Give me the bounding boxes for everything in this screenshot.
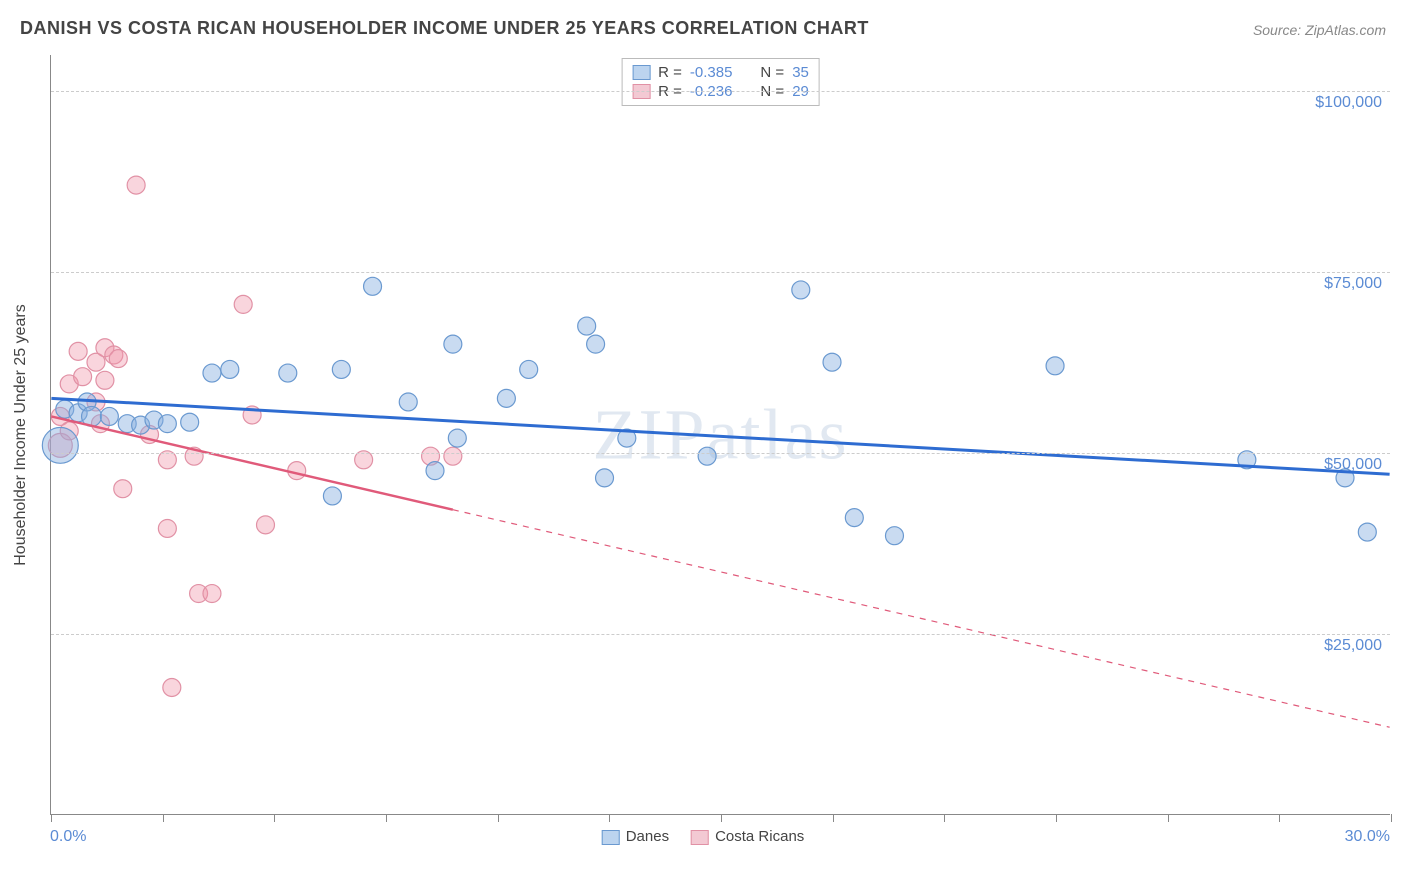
x-axis-tick (163, 814, 164, 822)
scatter-point (181, 413, 199, 431)
scatter-point (1046, 357, 1064, 375)
correlation-legend: R = -0.385 N = 35 R = -0.236 N = 29 (621, 58, 820, 106)
scatter-point (96, 371, 114, 389)
scatter-point (203, 585, 221, 603)
scatter-point (234, 295, 252, 313)
scatter-point (100, 407, 118, 425)
chart-title: DANISH VS COSTA RICAN HOUSEHOLDER INCOME… (20, 18, 869, 39)
scatter-point (257, 516, 275, 534)
series-legend-item-danes: Danes (602, 828, 669, 845)
scatter-point (221, 360, 239, 378)
scatter-point (158, 519, 176, 537)
y-axis-tick-label: $75,000 (1324, 275, 1382, 293)
series-legend: Danes Costa Ricans (602, 828, 805, 845)
scatter-point (364, 277, 382, 295)
x-axis-tick (386, 814, 387, 822)
x-axis-tick (274, 814, 275, 822)
scatter-point (444, 335, 462, 353)
scatter-point (444, 447, 462, 465)
scatter-point (426, 462, 444, 480)
scatter-point (448, 429, 466, 447)
gridline (51, 91, 1390, 92)
scatter-point (587, 335, 605, 353)
scatter-point (109, 350, 127, 368)
x-axis-tick (498, 814, 499, 822)
legend-swatch-danes (602, 830, 620, 845)
scatter-point (288, 462, 306, 480)
scatter-point (596, 469, 614, 487)
gridline (51, 634, 1390, 635)
scatter-point (332, 360, 350, 378)
scatter-point (158, 415, 176, 433)
legend-n-label: N = (760, 64, 784, 81)
scatter-point (279, 364, 297, 382)
x-axis-tick (1279, 814, 1280, 822)
x-axis-tick (944, 814, 945, 822)
trend-line-solid (51, 416, 452, 509)
scatter-point (114, 480, 132, 498)
source-label: Source: (1253, 22, 1305, 38)
legend-r-label: R = (658, 64, 682, 81)
series-legend-label: Danes (626, 828, 669, 845)
scatter-point (42, 427, 78, 463)
correlation-legend-row-1: R = -0.385 N = 35 (632, 63, 809, 82)
scatter-point (74, 368, 92, 386)
scatter-point (578, 317, 596, 335)
x-axis-tick (833, 814, 834, 822)
scatter-point (698, 447, 716, 465)
y-axis-tick-label: $50,000 (1324, 456, 1382, 474)
gridline (51, 453, 1390, 454)
scatter-point (885, 527, 903, 545)
x-axis-tick (1168, 814, 1169, 822)
source-attribution: Source: ZipAtlas.com (1253, 22, 1386, 38)
chart-container: DANISH VS COSTA RICAN HOUSEHOLDER INCOME… (0, 0, 1406, 892)
scatter-point (163, 679, 181, 697)
scatter-point (69, 342, 87, 360)
scatter-point (399, 393, 417, 411)
plot-svg (51, 55, 1390, 814)
scatter-point (792, 281, 810, 299)
series-legend-item-costaricans: Costa Ricans (691, 828, 804, 845)
scatter-point (497, 389, 515, 407)
legend-n-value-danes: 35 (792, 64, 809, 81)
x-axis-tick (1391, 814, 1392, 822)
scatter-point (845, 509, 863, 527)
plot-area: ZIPatlas R = -0.385 N = 35 R = -0.236 N … (50, 55, 1390, 815)
y-axis-tick-label: $25,000 (1324, 637, 1382, 655)
y-axis-title: Householder Income Under 25 years (12, 304, 30, 565)
scatter-point (323, 487, 341, 505)
scatter-point (203, 364, 221, 382)
gridline (51, 272, 1390, 273)
scatter-point (1358, 523, 1376, 541)
trend-line-dashed (453, 510, 1390, 728)
x-axis-max-label: 30.0% (1345, 828, 1390, 846)
x-axis-tick (721, 814, 722, 822)
x-axis-tick (1056, 814, 1057, 822)
x-axis-tick (51, 814, 52, 822)
legend-r-value-danes: -0.385 (690, 64, 733, 81)
source-name: ZipAtlas.com (1305, 22, 1386, 38)
scatter-point (823, 353, 841, 371)
legend-swatch-costaricans (691, 830, 709, 845)
x-axis-min-label: 0.0% (50, 828, 86, 846)
scatter-point (520, 360, 538, 378)
y-axis-tick-label: $100,000 (1315, 94, 1382, 112)
scatter-point (127, 176, 145, 194)
series-legend-label: Costa Ricans (715, 828, 804, 845)
legend-swatch-danes (632, 65, 650, 80)
x-axis-tick (609, 814, 610, 822)
